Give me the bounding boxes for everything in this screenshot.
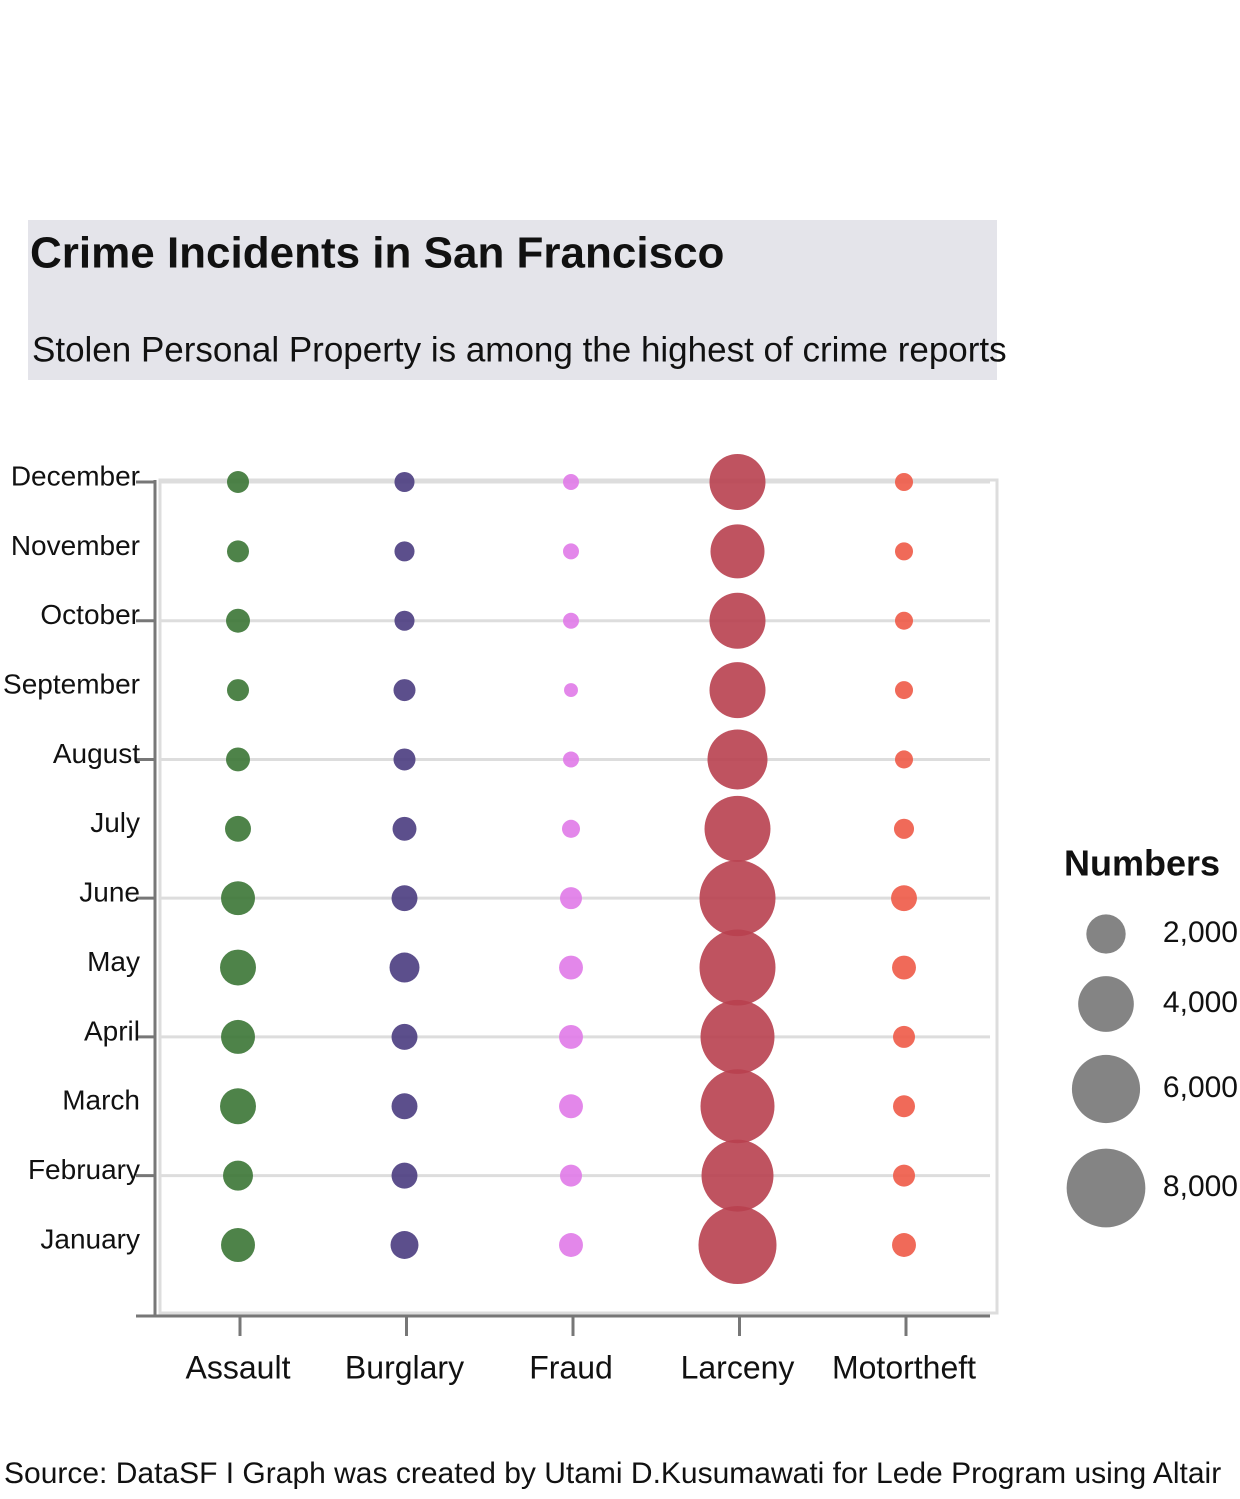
bubble [393,748,416,771]
y-tick-label: November [11,530,140,561]
legend-label: 2,000 [1163,916,1238,949]
x-tick-label: Burglary [345,1349,464,1385]
bubble [559,1233,583,1257]
bubble [710,524,765,579]
title-box [28,220,997,380]
bubble [700,1069,775,1144]
bubble [892,1233,916,1257]
legend-title: Numbers [1064,843,1220,884]
bubble [391,885,418,912]
bubble [394,471,415,493]
bubble [893,1025,915,1048]
legend-symbol [1071,1054,1141,1124]
bubble [893,818,915,839]
bubble [699,860,776,937]
legend-symbol [1066,1148,1146,1228]
bubble [563,612,579,629]
bubble [391,1162,418,1189]
bubble [221,1019,255,1054]
legend-symbol [1078,976,1134,1032]
bubble [559,1024,583,1049]
bubble [894,681,914,700]
y-tick-label: September [3,668,140,699]
bubble [893,1095,915,1118]
bubble [391,1023,418,1050]
y-tick-label: July [90,807,140,838]
x-tick-label: Fraud [529,1349,613,1385]
bubble [389,952,420,983]
bubble [560,1164,582,1187]
bubble [226,608,250,633]
bubble [893,1164,915,1187]
bubble [394,541,415,562]
x-tick-label: Larceny [681,1349,795,1385]
bubble [393,679,416,702]
bubble [707,729,768,790]
bubble [390,1231,419,1259]
source: Source: DataSF I Graph was created by Ut… [4,1457,1221,1490]
bubble [561,819,581,838]
bubble [563,543,579,560]
bubble [392,816,417,841]
bubble [563,474,579,490]
y-tick-label: October [40,599,140,630]
x-tick-label: Motortheft [832,1349,976,1385]
y-tick-label: February [28,1154,140,1185]
bubble [709,592,766,649]
bubble [227,471,249,493]
legend-label: 4,000 [1163,986,1238,1019]
bubble [709,453,766,511]
bubble [699,929,776,1006]
bubble [704,795,771,862]
bubble [220,949,256,986]
bubble [221,1228,255,1262]
legend-label: 8,000 [1163,1170,1238,1203]
bubble [894,611,914,630]
bubble [894,472,914,492]
bubble [559,955,583,980]
bubble [225,815,251,842]
legend-label: 6,000 [1163,1071,1238,1104]
y-tick-label: June [79,877,140,908]
bubble [563,751,579,768]
bubble [221,881,255,916]
y-tick-label: August [53,738,140,769]
bubble [701,1139,774,1212]
bubble [220,1088,256,1125]
y-tick-label: December [11,460,140,491]
y-tick-label: January [40,1223,140,1254]
bubble [564,683,578,698]
bubble [227,679,249,702]
bubble [891,885,917,912]
y-tick-label: April [84,1015,140,1046]
bubble [709,662,766,719]
legend-symbol [1086,914,1126,954]
bubble [560,887,582,910]
y-tick-label: May [87,946,140,977]
bubble [698,1205,777,1285]
y-tick-label: March [62,1085,140,1116]
x-tick-label: Assault [186,1349,291,1385]
bubble [700,999,775,1074]
bubble [226,747,250,772]
bubble [559,1094,583,1119]
bubble [394,610,415,631]
bubble [894,750,914,769]
bubble [892,955,916,980]
bubble [391,1093,418,1120]
chart-title: Crime Incidents in San Francisco [30,229,724,278]
chart-subtitle: Stolen Personal Property is among the hi… [32,330,1007,369]
bubble [894,542,914,561]
bubble [227,540,249,563]
bubble [223,1160,253,1191]
